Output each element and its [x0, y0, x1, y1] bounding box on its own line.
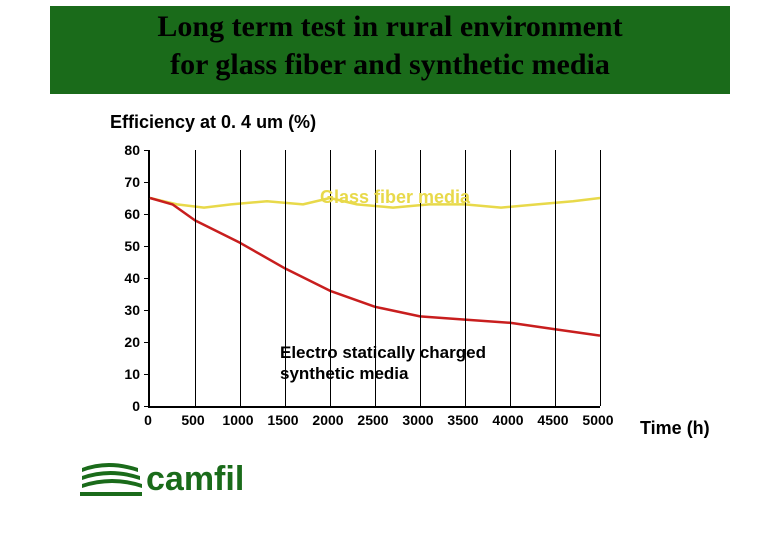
x-tick-label: 500: [181, 412, 204, 428]
y-tick-label: 30: [112, 302, 140, 318]
y-tick: [144, 342, 150, 343]
y-tick-label: 70: [112, 174, 140, 190]
camfil-logo: camfil: [80, 452, 280, 500]
title-banner: Long term test in rural environment for …: [0, 0, 780, 100]
plot-area: Glass fiber media Electro statically char…: [148, 150, 600, 408]
chart-annotation: Glass fiber media: [320, 186, 470, 209]
y-tick: [144, 406, 150, 407]
x-gridline: [195, 150, 196, 406]
x-gridline: [555, 150, 556, 406]
x-tick-label: 1000: [222, 412, 253, 428]
x-gridline: [510, 150, 511, 406]
x-tick-label: 3000: [402, 412, 433, 428]
y-tick-label: 10: [112, 366, 140, 382]
y-tick-label: 20: [112, 334, 140, 350]
y-axis-title: Efficiency at 0. 4 um (%): [110, 112, 316, 133]
y-tick-label: 0: [112, 398, 140, 414]
y-tick: [144, 214, 150, 215]
title-line-2: for glass fiber and synthetic media: [170, 48, 610, 81]
title-text: Long term test in rural environment for …: [0, 0, 780, 83]
y-tick-label: 40: [112, 270, 140, 286]
x-gridline: [240, 150, 241, 406]
y-tick-label: 80: [112, 142, 140, 158]
y-tick: [144, 374, 150, 375]
x-tick-label: 1500: [267, 412, 298, 428]
x-tick-label: 5000: [582, 412, 613, 428]
y-tick: [144, 150, 150, 151]
x-tick-label: 4500: [537, 412, 568, 428]
x-tick-label: 4000: [492, 412, 523, 428]
x-gridline: [600, 150, 601, 406]
title-line-1: Long term test in rural environment: [157, 10, 622, 43]
x-tick-label: 2000: [312, 412, 343, 428]
efficiency-chart: Glass fiber media Electro statically char…: [100, 142, 610, 432]
y-tick: [144, 310, 150, 311]
y-tick: [144, 278, 150, 279]
x-tick-label: 3500: [447, 412, 478, 428]
x-tick-label: 2500: [357, 412, 388, 428]
y-tick-label: 50: [112, 238, 140, 254]
chart-annotation: Electro statically chargedsynthetic medi…: [280, 342, 486, 385]
y-tick: [144, 182, 150, 183]
x-tick-label: 0: [144, 412, 152, 428]
x-axis-title: Time (h): [640, 418, 710, 439]
logo-text: camfil: [146, 460, 244, 498]
y-tick: [144, 246, 150, 247]
y-tick-label: 60: [112, 206, 140, 222]
